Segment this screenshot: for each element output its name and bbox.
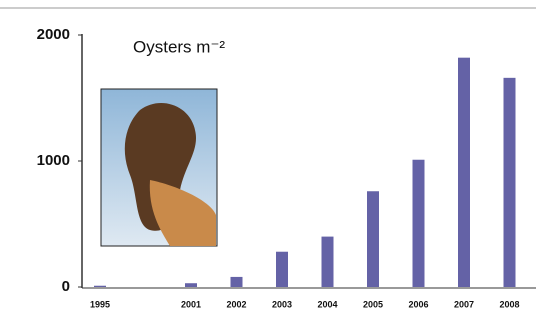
- bar: [458, 57, 470, 288]
- bar: [94, 285, 106, 287]
- bar: [367, 191, 379, 287]
- bar: [503, 77, 516, 287]
- bar: [321, 236, 334, 287]
- x-tick-label: 1995: [90, 299, 110, 309]
- x-tick-label: 2004: [317, 299, 337, 309]
- bar: [412, 159, 425, 287]
- x-tick-label: 2008: [499, 299, 519, 309]
- photo: [100, 88, 218, 247]
- x-tick-label: 2006: [408, 299, 428, 309]
- y-tick-label: 2000: [37, 26, 70, 43]
- chart-title: Oysters m⁻²: [133, 37, 225, 56]
- y-tick-label: 0: [62, 278, 70, 295]
- x-tick-label: 2005: [363, 299, 383, 309]
- bar: [276, 251, 288, 287]
- x-tick-label: 2003: [272, 299, 292, 309]
- x-tick-label: 2002: [226, 299, 246, 309]
- bar: [230, 276, 243, 287]
- bar: [185, 283, 197, 287]
- x-tick-label: 2001: [181, 299, 201, 309]
- x-tick-label: 2007: [454, 299, 474, 309]
- y-tick-label: 1000: [37, 152, 70, 169]
